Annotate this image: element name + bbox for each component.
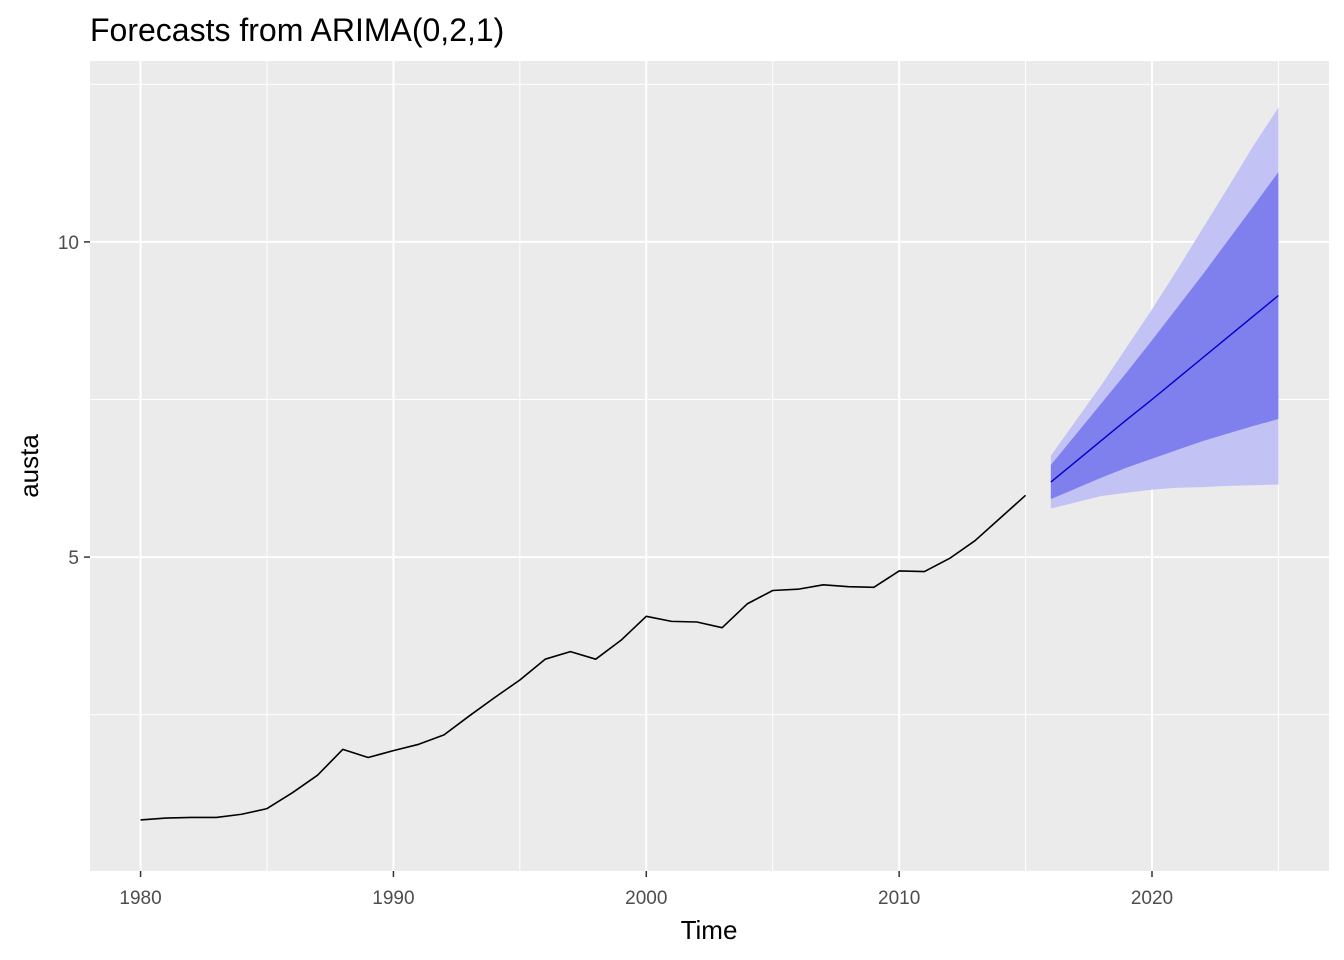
chart-title: Forecasts from ARIMA(0,2,1)	[90, 12, 504, 48]
x-tick-label: 1980	[119, 888, 161, 909]
x-axis-title: Time	[681, 915, 738, 945]
y-axis: 5 10	[58, 233, 90, 569]
major-gridlines	[90, 61, 1329, 871]
observed-line	[140, 494, 1027, 821]
y-axis-title: austa	[14, 434, 44, 498]
x-axis: 1980 1990 2000 2010 2020	[119, 871, 1173, 909]
x-tick-label: 2000	[625, 888, 667, 909]
x-tick-label: 2020	[1131, 888, 1173, 909]
prediction-intervals	[1050, 107, 1279, 509]
y-tick-label: 5	[68, 548, 79, 569]
series-lines	[140, 294, 1279, 821]
x-tick-label: 1990	[372, 888, 414, 909]
forecast-mean-line	[1050, 294, 1279, 483]
x-tick-label: 2010	[878, 888, 920, 909]
y-tick-label: 10	[58, 233, 79, 254]
prediction-band-80	[1050, 171, 1279, 500]
